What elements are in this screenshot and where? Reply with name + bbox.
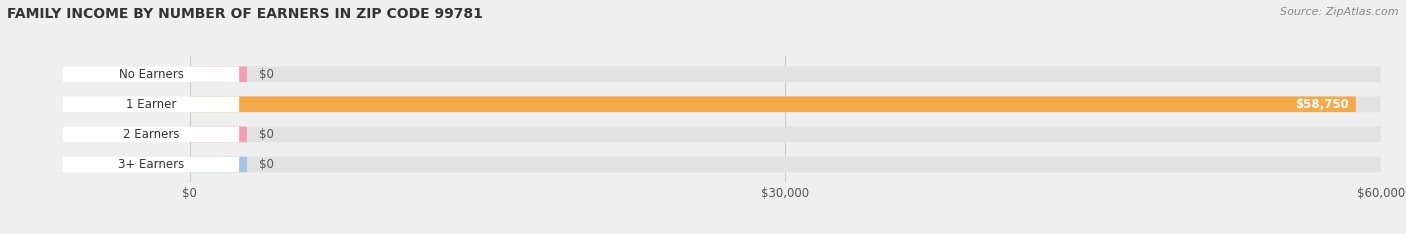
Text: FAMILY INCOME BY NUMBER OF EARNERS IN ZIP CODE 99781: FAMILY INCOME BY NUMBER OF EARNERS IN ZI… (7, 7, 482, 21)
FancyBboxPatch shape (190, 157, 247, 172)
FancyBboxPatch shape (63, 157, 239, 172)
Text: $58,750: $58,750 (1295, 98, 1348, 111)
Text: 3+ Earners: 3+ Earners (118, 158, 184, 171)
Text: $0: $0 (259, 158, 274, 171)
FancyBboxPatch shape (190, 96, 1381, 112)
FancyBboxPatch shape (190, 127, 1381, 142)
Text: $0: $0 (259, 68, 274, 81)
Text: Source: ZipAtlas.com: Source: ZipAtlas.com (1281, 7, 1399, 17)
FancyBboxPatch shape (190, 127, 247, 142)
FancyBboxPatch shape (63, 66, 239, 82)
FancyBboxPatch shape (190, 157, 1381, 172)
FancyBboxPatch shape (190, 66, 247, 82)
Text: 1 Earner: 1 Earner (127, 98, 176, 111)
Text: $0: $0 (259, 128, 274, 141)
FancyBboxPatch shape (63, 96, 239, 112)
FancyBboxPatch shape (190, 96, 1355, 112)
FancyBboxPatch shape (63, 127, 239, 142)
Text: No Earners: No Earners (118, 68, 183, 81)
FancyBboxPatch shape (190, 66, 1381, 82)
Text: 2 Earners: 2 Earners (122, 128, 180, 141)
